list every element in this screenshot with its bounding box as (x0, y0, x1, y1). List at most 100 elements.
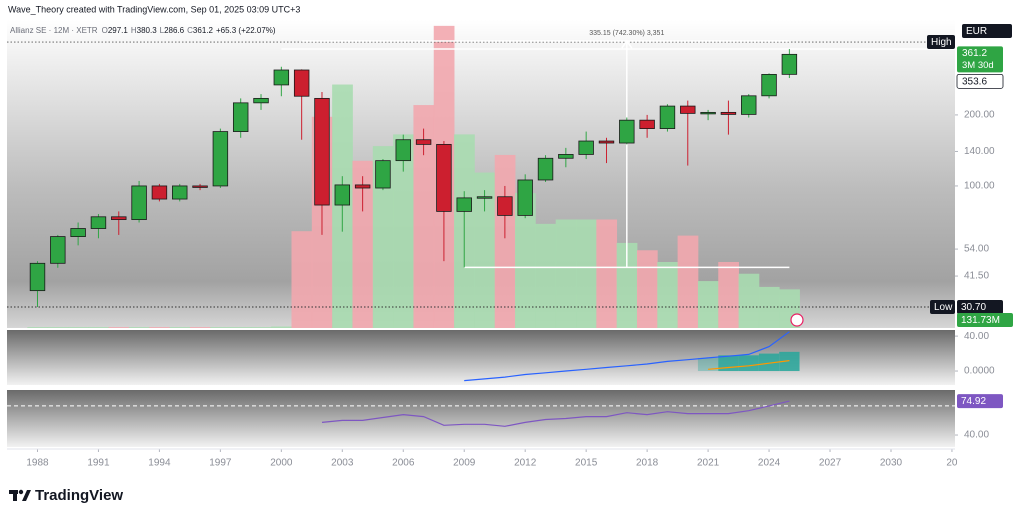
volume-bar (250, 327, 272, 328)
volume-bar (169, 327, 191, 328)
change: +65.3 (+22.07%) (216, 26, 276, 35)
candle-body (212, 131, 229, 187)
logo (9, 489, 31, 501)
volume-bar (230, 327, 252, 328)
price-plot: 335.15 (742.30%) 3,351 (7, 25, 955, 328)
volume-bar (636, 250, 658, 328)
volume-bar (758, 286, 780, 328)
volume-bar (291, 231, 313, 328)
volume-bar (718, 262, 739, 328)
candle-body (781, 53, 798, 75)
volume-label: 131.73M (961, 315, 1000, 326)
indicator-line (464, 331, 790, 382)
candle-body (90, 216, 107, 229)
x-tick-label: 2006 (392, 458, 415, 469)
axes: 41.50 54.00 100.00 140.00 200.00 1988 1991 1994… (7, 24, 1013, 469)
candle-body (273, 69, 290, 86)
volume-bar (210, 327, 231, 328)
candle-body (131, 185, 147, 221)
ohlc-prefix: H (131, 26, 137, 35)
legend-text: Allianz SE · 12M · XETR O297.1 H380.3 L286.… (10, 26, 276, 35)
countdown: 3M 30d (962, 60, 994, 71)
candle-body (720, 111, 737, 115)
volume-bar (149, 327, 170, 328)
x-tick-label: 2027 (819, 458, 842, 469)
volume-bar (27, 327, 49, 328)
high-label-box (927, 35, 955, 50)
y-tick-label: 0.0000 (964, 366, 995, 377)
candle-body (253, 97, 269, 104)
indicators: 0.0000 40.00 40.00 (7, 331, 995, 441)
x-tick-label: 2012 (514, 458, 537, 469)
y-tick-label: 54.00 (964, 244, 989, 255)
y-tick-label: 140.00 (964, 146, 995, 157)
candle-body (375, 160, 391, 189)
y-tick-label: 40.00 (964, 331, 989, 342)
candle-body (314, 97, 330, 206)
y-tick-label: 200.00 (964, 110, 995, 121)
ohlc-value: 297.1 (108, 26, 129, 35)
candle-body (395, 139, 411, 162)
volume-bar (271, 326, 292, 328)
candle-body (232, 102, 249, 132)
rsi-label-box (957, 394, 1003, 409)
candle-body (517, 179, 533, 216)
candle-body (415, 139, 432, 145)
candle-body (172, 185, 188, 200)
volume-bar (555, 219, 577, 328)
x-tick-label: 20 (946, 458, 958, 469)
low-value-box (957, 299, 1003, 314)
x-tick-label: 1988 (26, 458, 49, 469)
x-tick-label: 2018 (636, 458, 659, 469)
indicator-line (708, 360, 790, 370)
candle-body (334, 184, 351, 206)
volume-bar (189, 327, 211, 328)
volume-bar (596, 219, 618, 328)
candle-body (456, 197, 472, 212)
candle-body (619, 119, 635, 144)
symbol: Allianz SE · 12M · XETR (10, 26, 98, 35)
volume-bar (677, 235, 699, 328)
price-box (957, 46, 1003, 73)
x-tick-label: 1997 (209, 458, 232, 469)
currency: EUR (966, 26, 987, 37)
ohlc-value: 361.2 (193, 26, 214, 35)
candle-body (659, 105, 676, 129)
volume-bar (616, 242, 638, 328)
legend: Allianz SE · 12M · XETR O297.1 H380.3 L286.… (10, 26, 276, 35)
histogram-bar (758, 353, 780, 372)
measure-label: 335.15 (742.30%) 3,351 (589, 30, 664, 37)
volume-bar (47, 327, 69, 328)
candle-body (497, 196, 513, 216)
candle-body (192, 185, 208, 188)
ohlc-prefix: C (187, 26, 193, 35)
candle-body (293, 69, 310, 97)
high-label: High (931, 37, 952, 48)
rsi-label: 74.92 (961, 396, 986, 407)
candle-body (741, 95, 757, 115)
candle-body (151, 185, 168, 200)
low-label: Low (934, 302, 953, 313)
brand: TradingView (35, 487, 123, 504)
volume-bar (108, 327, 130, 328)
volume-bar (738, 273, 760, 328)
x-tick-label: 2015 (575, 458, 598, 469)
volume-bar (413, 105, 435, 328)
x-tick-label: 2009 (453, 458, 476, 469)
current-price: 361.2 (962, 48, 987, 59)
candle-body (537, 157, 554, 181)
x-tick-label: 2000 (270, 458, 293, 469)
candle-body (598, 140, 615, 144)
volume-bar (67, 327, 89, 328)
volume-bar (393, 134, 414, 328)
alert-icon (790, 313, 804, 327)
candle-body (50, 236, 66, 264)
x-tick-label: 2021 (697, 458, 720, 469)
candle-body (700, 111, 716, 115)
candle-body (476, 196, 493, 199)
candle-body (354, 184, 371, 189)
price-axis (955, 20, 1017, 447)
author-line: Wave_Theory created with TradingView.com… (8, 4, 300, 14)
candle-body (70, 228, 86, 237)
ohlc-prefix: L (160, 26, 165, 35)
